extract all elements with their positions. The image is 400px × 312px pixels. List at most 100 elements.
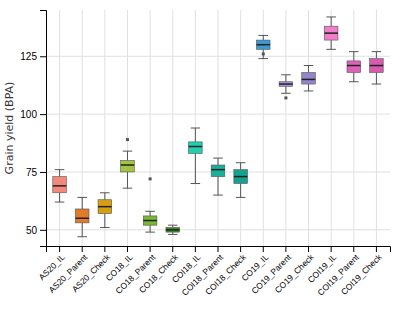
- median-line: [347, 65, 361, 67]
- box: [234, 163, 248, 198]
- median-line: [121, 164, 135, 166]
- median-line: [53, 185, 67, 187]
- box: [279, 75, 293, 100]
- box: [53, 170, 67, 202]
- box: [166, 225, 180, 234]
- upper-whisker: [150, 211, 151, 216]
- x-tick: CO18_Check: [137, 246, 181, 295]
- median-line: [211, 169, 225, 171]
- lower-cap: [259, 58, 269, 59]
- upper-cap: [326, 16, 336, 17]
- x-tick-mark: [82, 246, 83, 252]
- x-grid-line: [308, 10, 309, 246]
- box-body: [324, 26, 338, 40]
- upper-cap: [304, 65, 314, 66]
- lower-whisker: [82, 223, 83, 237]
- x-grid-line: [240, 10, 241, 246]
- median-line: [279, 83, 293, 85]
- x-tick-mark: [150, 246, 151, 252]
- x-grid-line: [331, 10, 332, 246]
- x-tick-mark: [285, 246, 286, 252]
- median-line: [143, 220, 157, 222]
- x-tick: CO19_Check: [273, 246, 317, 295]
- x-tick-mark: [59, 246, 60, 252]
- box: [189, 128, 203, 184]
- box: [121, 138, 135, 188]
- flier: [149, 177, 152, 180]
- upper-cap: [349, 51, 359, 52]
- y-tick-label: 100: [20, 109, 37, 120]
- x-tick: CO18_Parent: [113, 246, 157, 296]
- x-grid-line: [285, 10, 286, 246]
- upper-cap: [281, 74, 291, 75]
- box-body: [143, 216, 157, 225]
- lower-whisker: [127, 172, 128, 188]
- grid: [46, 10, 390, 246]
- lower-cap: [349, 81, 359, 82]
- flier: [284, 96, 287, 99]
- lower-cap: [191, 183, 201, 184]
- x-tick-mark: [263, 246, 264, 252]
- median-line: [189, 146, 203, 148]
- upper-cap: [123, 151, 133, 152]
- x-tick-mark: [331, 246, 332, 252]
- lower-whisker: [59, 193, 60, 202]
- lower-cap: [372, 84, 382, 85]
- lower-whisker: [353, 72, 354, 81]
- upper-cap: [168, 225, 178, 226]
- box-body: [347, 61, 361, 73]
- box: [256, 35, 270, 58]
- x-tick-mark: [240, 246, 241, 252]
- upper-whisker: [240, 163, 241, 170]
- lower-cap: [123, 188, 133, 189]
- median-line: [75, 217, 89, 219]
- y-axis-title: Grain yield (BPA): [3, 82, 16, 175]
- x-tick-mark: [218, 246, 219, 252]
- box-body: [121, 160, 135, 172]
- x-tick-mark: [308, 246, 309, 252]
- lower-cap: [236, 197, 246, 198]
- x-tick-mark: [172, 246, 173, 252]
- plot-area: [53, 17, 383, 237]
- box-body: [98, 200, 112, 214]
- lower-cap: [55, 202, 65, 203]
- lower-whisker: [331, 40, 332, 49]
- lower-cap: [168, 234, 178, 235]
- median-line: [324, 32, 338, 34]
- box-body: [256, 40, 270, 49]
- y-tick-label: 50: [26, 225, 38, 236]
- median-line: [234, 176, 248, 178]
- x-tick-mark: [127, 246, 128, 252]
- x-tick: AS20_Check: [70, 246, 113, 294]
- box: [211, 158, 225, 195]
- x-tick-mark: [353, 246, 354, 252]
- median-line: [256, 44, 270, 46]
- y-tick-mark: [40, 230, 46, 231]
- y-tick: 125: [20, 51, 46, 62]
- lower-cap: [213, 195, 223, 196]
- x-grid-line: [59, 10, 60, 246]
- flier: [262, 52, 265, 55]
- x-grid-line: [127, 10, 128, 246]
- upper-whisker: [82, 197, 83, 209]
- upper-whisker: [59, 170, 60, 177]
- x-tick-mark: [104, 246, 105, 252]
- box-body: [370, 59, 384, 73]
- box-body: [75, 209, 89, 223]
- lower-whisker: [240, 184, 241, 198]
- box: [370, 52, 384, 84]
- lower-whisker: [195, 153, 196, 183]
- upper-whisker: [353, 52, 354, 61]
- x-tick: COI19_Check: [339, 246, 384, 297]
- upper-whisker: [195, 128, 196, 142]
- lower-whisker: [150, 225, 151, 232]
- y-tick-mark: [40, 114, 46, 115]
- upper-cap: [191, 128, 201, 129]
- median-line: [166, 229, 180, 231]
- upper-whisker: [331, 17, 332, 26]
- y-tick-mark: [40, 56, 46, 57]
- lower-cap: [145, 232, 155, 233]
- upper-cap: [145, 211, 155, 212]
- upper-whisker: [127, 151, 128, 160]
- box-body: [53, 177, 67, 193]
